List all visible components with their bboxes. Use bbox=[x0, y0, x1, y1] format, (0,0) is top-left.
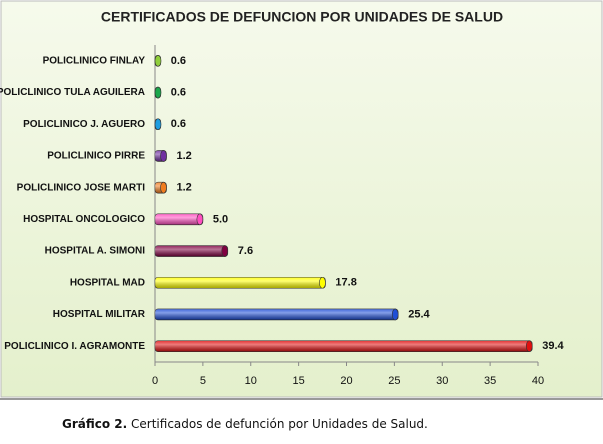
y-tick-label: POLICLINICO JOSE MARTI bbox=[17, 182, 146, 193]
bar-cap bbox=[154, 118, 162, 131]
bar-cap bbox=[154, 55, 162, 67]
bar-shade bbox=[155, 340, 533, 352]
x-tick-label: 40 bbox=[532, 375, 544, 387]
bar-cap bbox=[319, 276, 326, 289]
value-label: 0.6 bbox=[171, 86, 186, 98]
value-label: 39.4 bbox=[542, 340, 564, 352]
bar-cap bbox=[525, 340, 533, 352]
y-tick-label: HOSPITAL A. SIMONI bbox=[45, 246, 146, 257]
caption-label: Gráfico 2. bbox=[62, 417, 127, 431]
value-label: 25.4 bbox=[408, 308, 430, 320]
y-tick-label: POLICLINICO TULA AGUILERA bbox=[0, 87, 145, 98]
bar-cap bbox=[196, 213, 204, 226]
bar-cap bbox=[221, 245, 229, 257]
x-tick-label: 30 bbox=[436, 375, 448, 387]
y-tick-label: POLICLINICO I. AGRAMONTE bbox=[4, 341, 145, 352]
bar-shade bbox=[155, 277, 326, 289]
caption-text: Certificados de defunción por Unidades d… bbox=[131, 417, 428, 431]
caption: Gráfico 2. Certificados de defunción por… bbox=[62, 417, 428, 431]
x-tick-label: 5 bbox=[200, 375, 206, 387]
x-tick-label: 15 bbox=[293, 375, 305, 387]
value-label: 7.6 bbox=[238, 245, 253, 257]
y-tick-label: POLICLINICO J. AGUERO bbox=[23, 119, 145, 130]
bar-cap bbox=[160, 150, 167, 162]
bar-cap bbox=[391, 308, 399, 321]
y-tick-label: HOSPITAL MAD bbox=[70, 277, 145, 288]
chart-title: CERTIFICADOS DE DEFUNCION POR UNIDADES D… bbox=[101, 9, 503, 25]
x-tick-label: 0 bbox=[152, 375, 158, 387]
x-tick-label: 35 bbox=[484, 375, 496, 387]
x-tick-label: 10 bbox=[245, 375, 257, 387]
value-label: 0.6 bbox=[171, 118, 186, 130]
y-tick-label: POLICLINICO PIRRE bbox=[47, 151, 145, 162]
value-label: 1.2 bbox=[176, 150, 191, 162]
value-label: 17.8 bbox=[335, 277, 356, 289]
x-tick-label: 25 bbox=[388, 375, 400, 387]
y-tick-label: HOSPITAL MILITAR bbox=[53, 309, 146, 320]
x-tick-label: 20 bbox=[340, 375, 352, 387]
value-label: 1.2 bbox=[176, 182, 191, 194]
value-label: 0.6 bbox=[171, 55, 186, 67]
bar-shade bbox=[155, 213, 203, 225]
bar-cap bbox=[154, 86, 162, 99]
bar-shade bbox=[155, 245, 228, 257]
value-label: 5.0 bbox=[213, 213, 228, 225]
y-tick-label: POLICLINICO FINLAY bbox=[43, 55, 146, 66]
bar-shade bbox=[155, 308, 399, 320]
y-tick-label: HOSPITAL ONCOLOGICO bbox=[23, 214, 145, 225]
chart-panel bbox=[0, 0, 603, 398]
bar-cap bbox=[160, 181, 167, 194]
